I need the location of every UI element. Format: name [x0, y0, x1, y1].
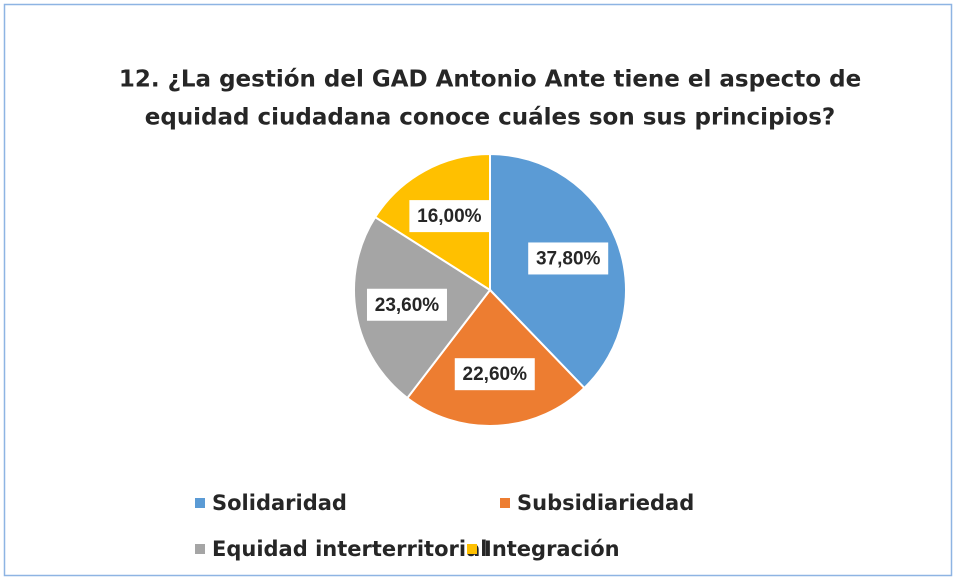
chart-title: 12. ¿La gestión del GAD Antonio Ante tie… [119, 67, 861, 93]
legend-label: Subsidiariedad [517, 491, 694, 515]
legend-label: Solidaridad [212, 491, 347, 515]
data-label: 37,80% [536, 248, 601, 269]
data-label: 16,00% [417, 206, 482, 227]
data-label-box [528, 242, 609, 275]
legend-label: Equidad interterritorial [212, 537, 487, 561]
chart-title: equidad ciudadana conoce cuáles son sus … [145, 105, 836, 131]
legend-swatch [500, 498, 510, 508]
legend-swatch [467, 544, 477, 554]
data-label-box [409, 200, 490, 233]
data-label: 22,60% [463, 364, 528, 385]
pie-slice [405, 288, 586, 427]
data-label-box [366, 288, 447, 321]
data-label: 23,60% [375, 295, 440, 316]
data-label-box [454, 358, 535, 391]
legend-label: Integración [484, 537, 620, 561]
legend-swatch [195, 498, 205, 508]
legend-swatch [195, 544, 205, 554]
